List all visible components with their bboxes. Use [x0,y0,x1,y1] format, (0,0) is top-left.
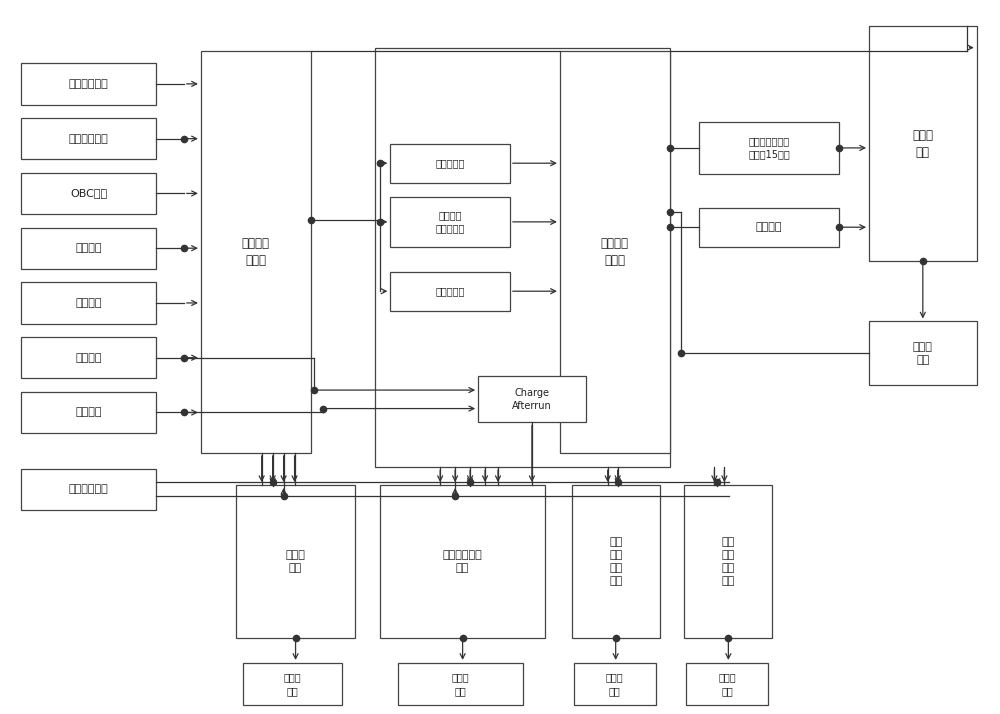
Bar [201,51,311,453]
Bar [375,48,670,467]
Text: 压缩机
控制: 压缩机 控制 [912,129,933,159]
Text: 电池回路
状态机: 电池回路 状态机 [242,237,270,267]
Text: 压缩机故障: 压缩机故障 [435,286,465,296]
Text: 充电状态: 充电状态 [75,353,102,363]
Bar [21,228,156,268]
Bar [478,376,586,423]
Text: 电池入口水温: 电池入口水温 [69,134,109,144]
Text: 冷媒回路
状态机: 冷媒回路 状态机 [601,237,629,267]
Bar [390,197,510,247]
Text: 电池最高温度: 电池最高温度 [69,79,109,89]
Bar [398,663,523,705]
Bar [390,144,510,183]
Text: 冷却回路风扇
控制: 冷却回路风扇 控制 [443,550,482,573]
Text: 占空比
请求: 占空比 请求 [606,673,623,695]
Text: 电池入口水温目
标值（15度）: 电池入口水温目 标值（15度） [748,136,790,159]
Text: 点火开关: 点火开关 [75,298,102,308]
Text: 冷媒压力
传感器故障: 冷媒压力 传感器故障 [435,210,465,233]
Text: 电池最低温度: 电池最低温度 [69,484,109,494]
Bar [560,51,670,453]
Text: 冷媒
回路
阀门
控制: 冷媒 回路 阀门 控制 [722,537,735,586]
Bar [21,118,156,159]
Bar [869,321,977,386]
Bar [21,64,156,104]
Text: 占空比
请求: 占空比 请求 [452,673,469,695]
Bar [236,485,355,638]
Bar [686,663,768,705]
Bar [380,485,545,638]
Bar [390,271,510,311]
Text: 环境温度: 环境温度 [75,408,102,418]
Bar [699,122,839,174]
Bar [21,282,156,323]
Bar [574,663,656,705]
Text: 电池泵
控制: 电池泵 控制 [286,550,306,573]
Bar [21,392,156,433]
Text: OBC温度: OBC温度 [70,188,107,198]
Text: 电池
回路
阀门
控制: 电池 回路 阀门 控制 [609,537,622,586]
Bar [21,337,156,378]
Bar [243,663,342,705]
Text: 故障状态: 故障状态 [75,243,102,253]
Bar [869,26,977,261]
Text: 占空比
请求: 占空比 请求 [284,673,301,695]
Text: 充电状态: 充电状态 [756,222,782,232]
Text: 占空比
请求: 占空比 请求 [719,673,736,695]
Bar [684,485,772,638]
Text: 高压电状态: 高压电状态 [435,159,465,169]
Bar [21,173,156,214]
Bar [699,208,839,247]
Bar [572,485,660,638]
Text: Charge
Afterrun: Charge Afterrun [512,388,552,411]
Text: 占空比
请求: 占空比 请求 [913,342,933,365]
Bar [21,468,156,510]
